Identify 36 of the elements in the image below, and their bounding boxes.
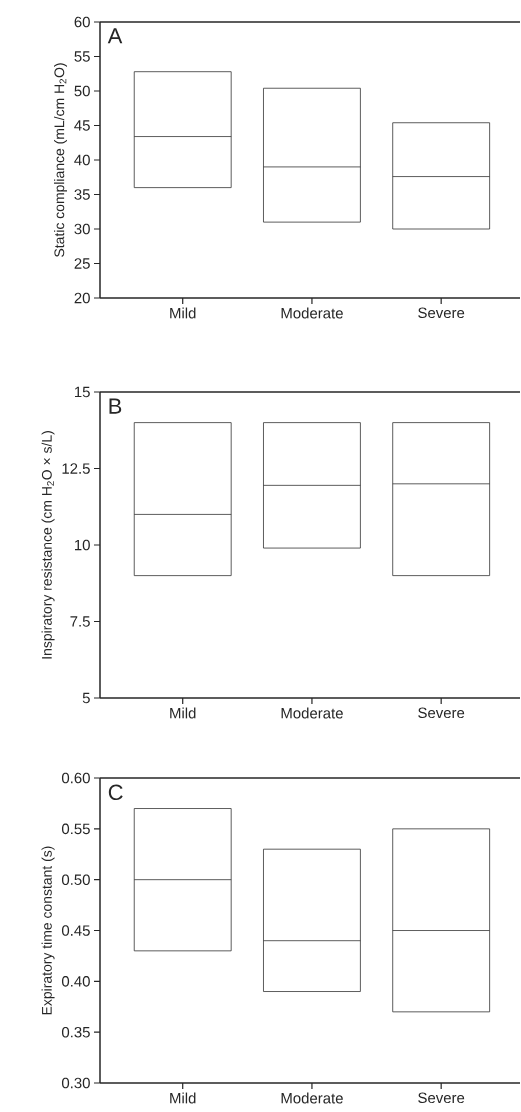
y-tick-label: 15	[75, 386, 90, 398]
x-tick-label: Severe	[418, 307, 465, 319]
x-tick-label: Mild	[170, 1092, 196, 1104]
y-axis-title: Expiratory time constant (s)	[41, 846, 55, 1015]
y-tick-label: 5	[82, 692, 90, 704]
y-tick-label: 45	[74, 120, 90, 131]
x-tick-label: Severe	[418, 707, 465, 719]
y-tick-label: 0.50	[62, 874, 91, 885]
y-tick-label: 20	[74, 292, 91, 304]
y-tick-label: 55	[74, 51, 90, 62]
x-tick-label: Moderate	[281, 307, 343, 319]
y-axis-title: Static compliance (mL/cm H$_{2}$O)	[54, 63, 68, 257]
x-tick-label: Severe	[418, 1092, 465, 1104]
y-axis-title: Inspiratory resistance (cm H$_{2}$O × s/L)	[41, 431, 55, 659]
x-tick-label: Moderate	[281, 1092, 343, 1104]
y-tick-label: 0.45	[62, 925, 90, 936]
y-tick-label: 0.30	[62, 1077, 91, 1089]
y-tick-label: 50	[74, 85, 91, 97]
y-tick-label: 40	[74, 154, 91, 166]
y-tick-label: 7.5	[70, 616, 90, 627]
y-tick-label: 0.35	[62, 1026, 90, 1038]
y-tick-label: 0.55	[62, 823, 90, 835]
annotation: A	[107, 28, 123, 44]
y-tick-label: 0.40	[62, 976, 91, 987]
y-tick-label: 25	[74, 258, 90, 269]
annotation: C	[108, 784, 123, 801]
x-tick-label: Moderate	[281, 707, 343, 719]
y-tick-label: 60	[74, 16, 91, 28]
y-tick-label: 12.5	[62, 463, 90, 474]
y-tick-label: 35	[74, 189, 90, 200]
y-tick-label: 0.60	[62, 772, 91, 784]
y-tick-label: 30	[74, 223, 91, 235]
y-tick-label: 10	[75, 539, 91, 551]
x-tick-label: Mild	[170, 707, 196, 719]
x-tick-label: Mild	[170, 307, 196, 319]
annotation: B	[109, 398, 122, 414]
